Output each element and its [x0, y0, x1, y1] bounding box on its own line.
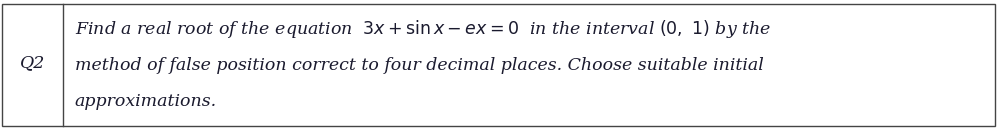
- Text: Find a real root of the equation  $3x + \sin x - ex = 0$  in the interval $(0,\ : Find a real root of the equation $3x + \…: [75, 18, 771, 40]
- Text: approximations.: approximations.: [75, 93, 217, 110]
- Text: method of false position correct to four decimal places. Choose suitable initial: method of false position correct to four…: [75, 57, 764, 73]
- Text: Q2: Q2: [20, 54, 45, 71]
